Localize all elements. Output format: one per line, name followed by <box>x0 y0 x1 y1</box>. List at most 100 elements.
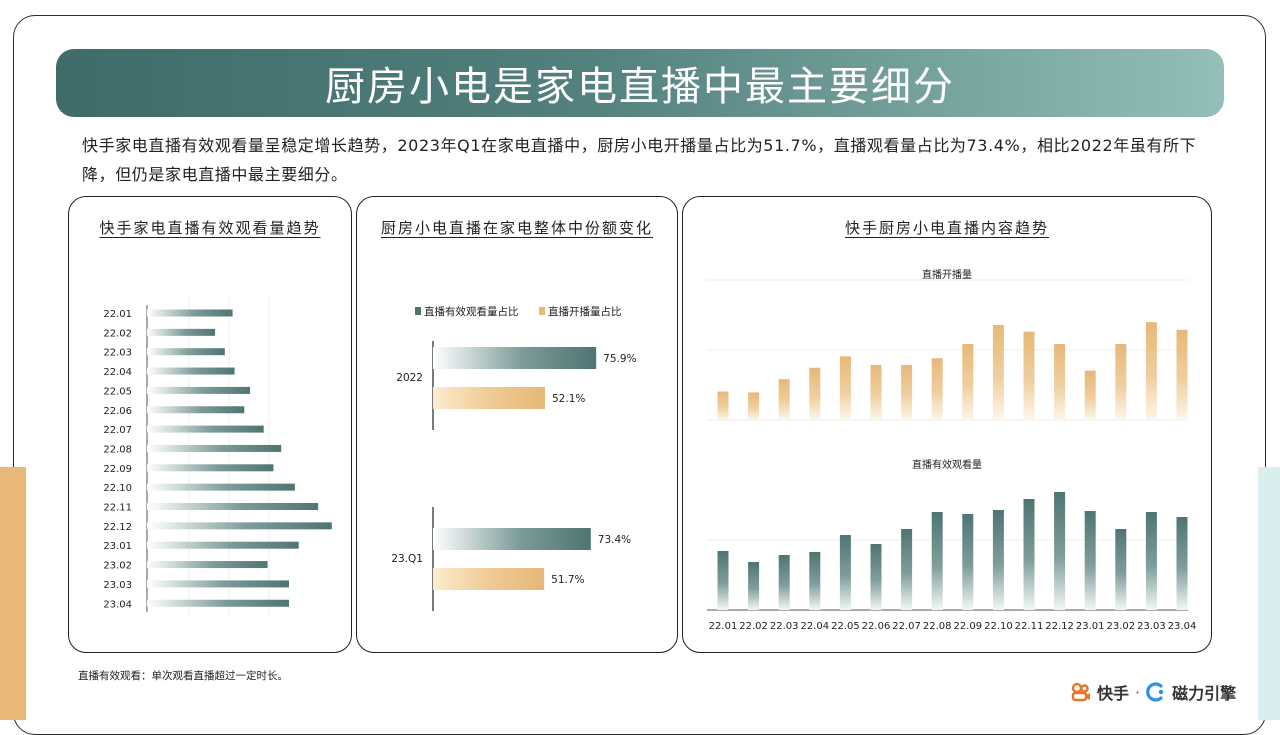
bar <box>1054 344 1066 420</box>
category-label: 23.02 <box>1106 621 1135 632</box>
data-label: 51.7% <box>551 574 584 586</box>
category-label: 2022 <box>396 372 423 384</box>
bar <box>748 392 760 420</box>
bar <box>962 514 974 610</box>
bar <box>147 561 268 569</box>
bar <box>147 541 299 549</box>
bar <box>717 391 729 420</box>
panel-viewing-trend: 快手家电直播有效观看量趋势 22.01 22.02 22.03 22.04 22.05 2… <box>68 196 352 653</box>
bar <box>1023 331 1035 420</box>
category-label: 22.04 <box>800 621 829 632</box>
category-label: 23.Q1 <box>391 553 423 565</box>
bar <box>1023 499 1035 610</box>
bar <box>1084 370 1096 420</box>
bar <box>748 562 760 610</box>
panel-share-change: 厨房小电直播在家电整体中份额变化 直播有效观看量占比 直播开播量占比 2022 75.… <box>356 196 678 653</box>
bar <box>962 344 974 420</box>
bar <box>870 544 882 610</box>
bar <box>1054 492 1066 610</box>
bar <box>901 364 913 420</box>
category-label: 23.03 <box>103 580 132 591</box>
category-label: 22.02 <box>739 621 768 632</box>
bar <box>809 367 821 420</box>
bar <box>992 510 1004 610</box>
category-label: 22.07 <box>892 621 921 632</box>
category-label: 22.12 <box>103 522 132 533</box>
bar <box>809 552 821 610</box>
bar <box>1084 511 1096 610</box>
category-label: 22.03 <box>103 348 132 359</box>
panel-title: 厨房小电直播在家电整体中份额变化 <box>380 219 653 237</box>
panel-title: 快手家电直播有效观看量趋势 <box>99 219 321 237</box>
bar <box>147 406 245 414</box>
category-label: 22.07 <box>103 425 132 436</box>
bar <box>931 512 943 610</box>
brand-kuaishou: 快手 <box>1097 684 1130 703</box>
panel-content-trend: 快手厨房小电直播内容趋势 直播开播量 直播有效观看量 22.01 22.02 22.03… <box>682 196 1212 653</box>
category-label: 22.06 <box>862 621 891 632</box>
category-label: 22.05 <box>831 621 860 632</box>
left-accent-strip <box>0 467 26 720</box>
cili-engine-logo-icon <box>1146 682 1164 702</box>
bar <box>147 444 282 452</box>
brand-logos: 快手 · 磁力引擎 <box>1071 679 1236 705</box>
bar <box>1115 529 1127 610</box>
legend-swatch <box>415 307 421 315</box>
bar <box>433 568 545 590</box>
bar <box>147 483 295 491</box>
bar <box>1115 344 1127 420</box>
bar <box>433 347 597 369</box>
category-label: 23.04 <box>1168 621 1197 632</box>
category-label: 23.03 <box>1137 621 1166 632</box>
category-label: 23.01 <box>1076 621 1105 632</box>
category-label: 22.11 <box>1015 621 1044 632</box>
category-label: 22.01 <box>709 621 738 632</box>
category-label: 22.10 <box>984 621 1013 632</box>
data-label: 73.4% <box>598 534 631 546</box>
category-label: 22.10 <box>103 483 132 494</box>
panel-title: 快手厨房小电直播内容趋势 <box>844 219 1049 237</box>
category-label: 22.12 <box>1045 621 1074 632</box>
series-title: 直播有效观看量 <box>912 458 982 471</box>
category-label: 22.06 <box>103 406 132 417</box>
category-label: 22.01 <box>103 309 132 320</box>
brand-separator: · <box>1135 682 1141 702</box>
summary-text: 快手家电直播有效观看量呈稳定增长趋势，2023年Q1在家电直播中，厨房小电开播量… <box>82 136 1197 184</box>
category-label: 22.11 <box>103 503 132 514</box>
bar <box>717 551 729 610</box>
kuaishou-logo-icon <box>1071 682 1090 702</box>
brand-cili: 磁力引擎 <box>1172 684 1237 703</box>
bar <box>870 364 882 420</box>
legend-swatch <box>539 307 545 315</box>
right-accent-strip <box>1258 467 1280 720</box>
bar <box>1176 329 1188 420</box>
bar <box>147 348 225 356</box>
bar <box>839 356 851 420</box>
bar <box>1145 512 1157 610</box>
bar <box>147 367 235 375</box>
bar <box>147 580 289 588</box>
page-title: 厨房小电是家电直播中最主要细分 <box>325 64 955 110</box>
series-title: 直播开播量 <box>922 268 972 281</box>
bar <box>778 379 790 420</box>
legend-label: 直播有效观看量占比 <box>424 305 519 318</box>
bar <box>147 386 251 394</box>
category-label: 22.05 <box>103 386 132 397</box>
data-label: 52.1% <box>552 393 585 405</box>
bar <box>1145 322 1157 420</box>
bar <box>147 503 319 510</box>
legend-label: 直播开播量占比 <box>548 305 622 318</box>
category-label: 23.02 <box>103 561 132 572</box>
footnote: 直播有效观看：单次观看直播超过一定时长。 <box>78 670 288 682</box>
bar <box>992 325 1004 420</box>
bar <box>1176 517 1188 610</box>
bar <box>147 309 233 317</box>
title-banner: 厨房小电是家电直播中最主要细分 <box>56 49 1224 117</box>
bar <box>901 529 913 610</box>
category-label: 22.02 <box>103 328 132 339</box>
bar <box>147 522 332 530</box>
category-label: 22.08 <box>103 444 132 455</box>
bar <box>778 555 790 610</box>
viewing-trend-chart: 22.01 22.02 22.03 22.04 22.05 22.06 22.07 22.08… <box>103 297 332 617</box>
